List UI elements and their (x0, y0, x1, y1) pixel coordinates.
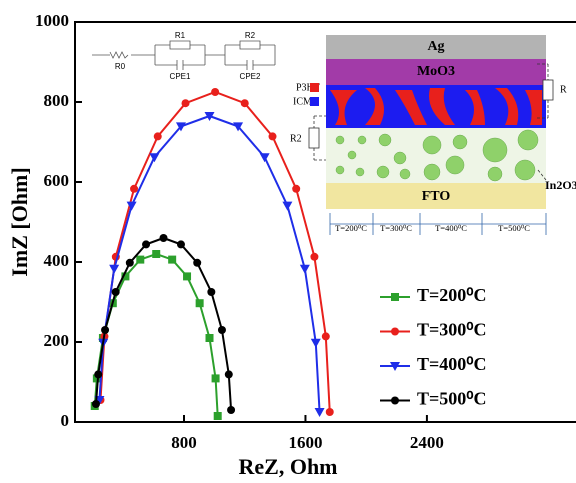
circuit-label: CPE1 (170, 72, 191, 81)
legend-label: T=400⁰C (417, 354, 486, 374)
marker (268, 132, 277, 141)
p3ht-domains (330, 88, 542, 125)
marker (193, 258, 202, 267)
y-tick-label: 0 (61, 411, 70, 430)
marker (183, 272, 192, 281)
marker (314, 408, 325, 417)
y-tick-label: 1000 (35, 11, 69, 30)
y-tick-label: 400 (44, 251, 70, 270)
layer-ag (326, 35, 546, 59)
x-tick-label: 2400 (410, 433, 444, 452)
temperature-label: T=200⁰C (335, 223, 367, 233)
circuit-label: R1 (175, 31, 186, 40)
legend-label: T=300⁰C (417, 320, 486, 340)
circuit-label: CPE2 (240, 72, 261, 81)
temperature-label: T=300⁰C (380, 223, 412, 233)
marker (321, 332, 330, 341)
marker (168, 255, 177, 264)
marker (121, 272, 130, 281)
marker (195, 299, 204, 308)
y-tick-label: 800 (44, 91, 70, 110)
marker (153, 132, 162, 141)
marker (325, 408, 334, 416)
x-tick-label: 800 (171, 433, 197, 452)
marker (142, 240, 151, 249)
marker (101, 326, 110, 334)
circuit (92, 40, 276, 70)
schematic-legend: P3HT (296, 82, 320, 93)
side-label: In2O3 (545, 178, 576, 192)
schematic-legend: ICMA (293, 96, 320, 107)
marker (211, 374, 220, 383)
side-label: R2 (290, 133, 302, 144)
marker (390, 362, 400, 371)
marker (130, 184, 139, 193)
marker (224, 370, 233, 379)
nanoparticles (335, 129, 539, 182)
plot-frame (74, 21, 576, 423)
marker (175, 122, 186, 132)
temperature-label: T=500⁰C (498, 223, 530, 233)
marker (92, 374, 101, 383)
brackets (313, 63, 549, 181)
marker (181, 99, 190, 108)
marker (149, 153, 160, 163)
marker (259, 153, 270, 163)
marker (94, 370, 103, 379)
marker (211, 88, 220, 96)
legend-label: T=200⁰C (417, 285, 486, 305)
marker (233, 122, 244, 132)
marker (136, 255, 145, 264)
marker (91, 400, 100, 408)
resistor (542, 79, 554, 101)
marker (391, 327, 399, 336)
resistor (308, 127, 320, 149)
y-tick-label: 600 (44, 171, 70, 190)
marker (204, 112, 215, 121)
marker (159, 234, 168, 242)
marker (152, 250, 161, 258)
marker (176, 240, 185, 249)
marker (282, 201, 293, 211)
layer-label: Ag (427, 39, 444, 54)
marker (126, 201, 137, 211)
legend-swatch (310, 97, 319, 106)
marker (109, 264, 120, 274)
layer-label: FTO (422, 189, 451, 204)
marker (227, 406, 236, 414)
temperature-bar (329, 213, 547, 235)
marker (292, 184, 301, 193)
marker (391, 293, 399, 301)
circuit-label: R2 (245, 31, 256, 40)
marker (240, 99, 249, 108)
legend-label: T=500⁰C (417, 389, 486, 409)
marker (391, 396, 399, 405)
circuit-label: R0 (115, 62, 126, 71)
legend-swatch (310, 83, 319, 92)
marker (111, 288, 120, 296)
marker (299, 264, 310, 274)
marker (217, 326, 226, 334)
side-label: R (560, 84, 567, 95)
marker (207, 288, 216, 296)
inset: R0 R1 R2 CPE1 CPE2 Ag MoO3 FTO P3HT ICMA… (92, 31, 576, 235)
x-axis-label: ReZ, Ohm (239, 454, 338, 479)
temperature-label: T=400⁰C (435, 223, 467, 233)
marker (310, 338, 321, 348)
x-tick-label: 1600 (288, 433, 322, 452)
marker (205, 334, 214, 342)
layer-moo3 (326, 59, 546, 85)
layer-label: MoO3 (417, 64, 455, 79)
marker (310, 252, 319, 261)
marker (125, 258, 134, 267)
y-axis-label: ImZ [Ohm] (7, 167, 32, 276)
marker (213, 412, 222, 420)
y-tick-label: 200 (44, 331, 70, 350)
layer-fto (326, 183, 546, 209)
